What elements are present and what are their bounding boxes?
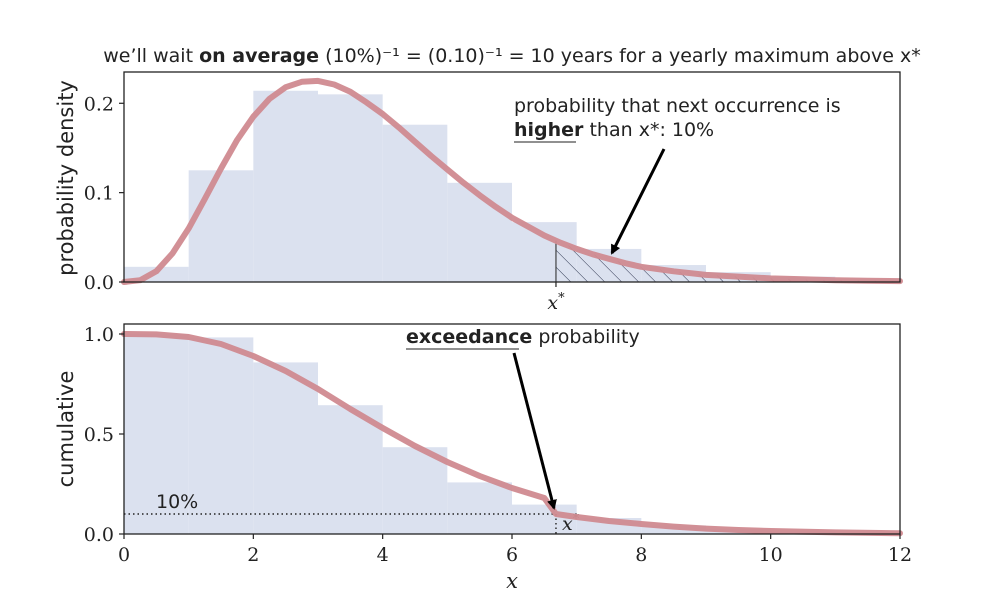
cumulative-y-tick-label: 0.5: [84, 424, 114, 446]
cumulative-histogram-bar: [253, 362, 318, 534]
density-histogram-bar: [318, 94, 383, 282]
cumulative-annotation-post: probability: [532, 326, 639, 348]
chart-title: we’ll wait on average (10%)⁻¹ = (0.10)⁻¹…: [103, 45, 920, 67]
density-histogram-bar: [447, 182, 512, 282]
density-annotation-arrow: [610, 148, 666, 255]
cumulative-histogram-bar: [447, 482, 512, 534]
cumulative-histogram-bar: [124, 334, 189, 534]
density-annotation-line1: probability that next occurrence is: [514, 95, 841, 117]
cumulative-x-tick-label: 12: [888, 544, 912, 566]
cumulative-x-tick-label: 10: [759, 544, 783, 566]
title-bold: on average: [199, 45, 319, 67]
y-axis-label-density: probability density: [54, 80, 78, 276]
title-pre: we’ll wait: [103, 45, 199, 67]
cumulative-annotation: exceedance probability: [406, 326, 640, 348]
percent-label: 10%: [156, 491, 198, 513]
cumulative-annotation-bold: exceedance: [406, 326, 532, 348]
density-axes-frame: [123, 71, 901, 283]
cumulative-y-tick-label: 0.0: [84, 524, 114, 546]
density-annotation: probability that next occurrence is: [514, 95, 841, 117]
cumulative-x-tick-label: 4: [377, 544, 389, 566]
cumulative-annotation-arrow: [512, 352, 557, 510]
density-histogram-bar: [382, 124, 448, 282]
cumulative-x-tick-label: 0: [118, 544, 130, 566]
cumulative-x-tick-label: 2: [247, 544, 259, 566]
density-y-tick-label: 0.2: [84, 93, 114, 115]
cumulative-histogram-bar: [382, 447, 448, 534]
density-y-tick-label: 0.1: [84, 183, 114, 205]
cumulative-y-tick-label: 1.0: [84, 324, 114, 346]
cumulative-histogram-bar: [188, 337, 254, 534]
cumulative-histogram-bar: [512, 504, 577, 534]
cumulative-histogram-bar: [318, 405, 383, 534]
density-x-tick-label: x*: [547, 291, 565, 314]
x-axis-label: x: [506, 569, 518, 593]
density-annotation-bold: higher: [514, 119, 584, 141]
exceedance-hatched-area: [555, 240, 900, 282]
cumulative-x-tick-label: 6: [506, 544, 518, 566]
cumulative-x-tick-label: 8: [635, 544, 647, 566]
density-y-tick-label: 0.0: [84, 272, 114, 294]
density-annotation-post: than x*: 10%: [583, 119, 714, 141]
density-histogram-bar: [253, 90, 318, 282]
y-axis-label-cumulative: cumulative: [54, 371, 78, 488]
cumulative-panel: 10%x*0.00.51.00 2 4 6 8 10 12: [84, 323, 912, 566]
density-histogram-bar: [188, 170, 254, 282]
cumulative-histogram-bar: [641, 525, 706, 534]
density-curve: [121, 77, 903, 285]
density-annotation-line2: higher than x*: 10%: [514, 119, 714, 141]
title-post: (10%)⁻¹ = (0.10)⁻¹ = 10 years for a year…: [319, 45, 921, 67]
cumulative-curve: [121, 331, 903, 537]
density-panel: 0.0 0.1 0.2 x*: [84, 71, 903, 314]
